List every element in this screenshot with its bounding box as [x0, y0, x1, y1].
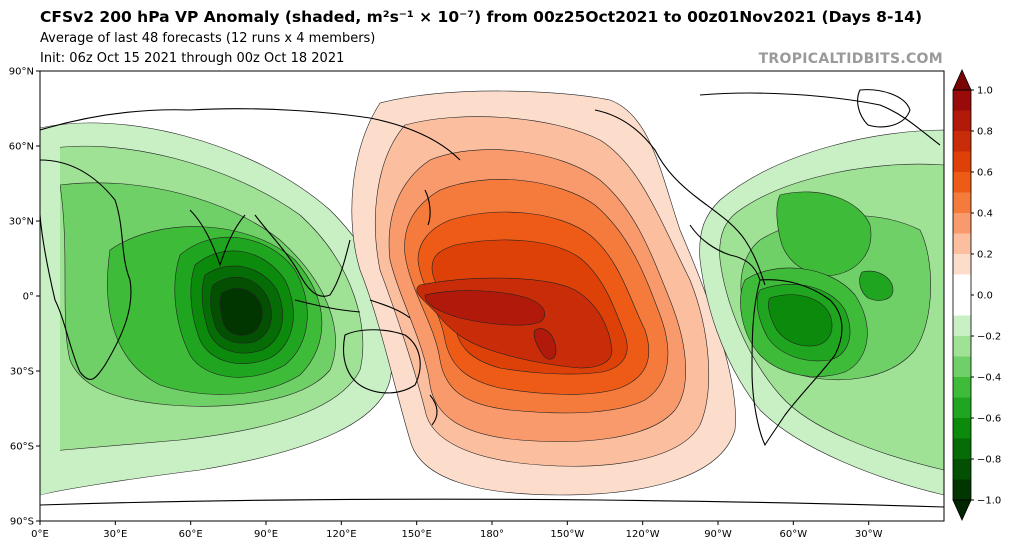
negative-anomaly-indian-ocean [40, 122, 394, 496]
colorbar-swatch [953, 377, 971, 398]
lat-tick-label: 30°N [9, 217, 34, 228]
colorbar-label: −0.4 [977, 373, 1001, 384]
colorbar-swatch [953, 274, 971, 296]
lon-tick-label: 150°W [550, 529, 584, 540]
lon-tick-label: 90°E [254, 529, 278, 540]
colorbar-swatch [953, 315, 971, 337]
colorbar-min-arrow [952, 499, 972, 521]
lon-tick-label: 60°E [179, 529, 203, 540]
lat-tick-label: 60°S [10, 442, 34, 453]
colorbar-swatch [953, 233, 971, 255]
positive-anomaly-central-pacific [351, 90, 736, 496]
colorbar: 1.0 0.8 0.6 0.4 0.2 0.0 −0.2 −0.4 −0.6 −0.8 −1.0 [952, 69, 1001, 521]
lon-tick-label: 30°W [855, 529, 883, 540]
colorbar-swatch [953, 131, 971, 152]
brand-watermark: TROPICALTIDBITS.COM [758, 51, 943, 67]
lat-tick-label: 90°N [9, 67, 34, 78]
chart-subtitle: Average of last 48 forecasts (12 runs x … [40, 31, 376, 46]
colorbar-swatch [953, 479, 971, 501]
colorbar-label: 0.4 [977, 209, 993, 220]
map-field [40, 89, 944, 508]
lon-tick-label: 90°W [704, 529, 732, 540]
lon-tick-label: 60°W [780, 529, 808, 540]
colorbar-label: −0.8 [977, 455, 1001, 466]
lon-tick-label: 30°E [103, 529, 127, 540]
longitude-axis: 0°E 30°E 60°E 90°E 120°E 150°E 180° 150°W 120°W 9… [31, 521, 883, 540]
colorbar-label: −0.6 [977, 414, 1001, 425]
lat-tick-label: 0° [23, 292, 34, 303]
colorbar-swatch [953, 172, 971, 193]
colorbar-label: 0.0 [977, 291, 993, 302]
chart-title: CFSv2 200 hPa VP Anomaly (shaded, m²s⁻¹ … [40, 8, 923, 26]
colorbar-swatch [953, 459, 971, 480]
colorbar-swatch [953, 356, 971, 378]
colorbar-swatch [953, 213, 971, 234]
colorbar-swatch [953, 295, 971, 316]
lon-tick-label: 0°E [31, 529, 49, 540]
colorbar-label: −1.0 [977, 496, 1001, 507]
colorbar-swatch [953, 151, 971, 173]
colorbar-swatch [953, 418, 971, 439]
lat-tick-label: 60°N [9, 142, 34, 153]
init-text: Init: 06z Oct 15 2021 through 00z Oct 18… [40, 51, 345, 66]
colorbar-swatch [953, 438, 971, 460]
negative-anomaly-atlantic [699, 129, 944, 496]
colorbar-swatch [953, 110, 971, 132]
lat-tick-label: 30°S [10, 367, 34, 378]
lon-tick-label: 120°E [326, 529, 356, 540]
lon-tick-label: 150°E [401, 529, 431, 540]
lon-tick-label: 120°W [626, 529, 660, 540]
lon-tick-label: 180° [480, 529, 504, 540]
colorbar-swatch [953, 254, 971, 275]
latitude-axis: 90°N 60°N 30°N 0° 30°S 60°S 90°S [9, 67, 40, 528]
colorbar-swatch [953, 90, 971, 111]
coastlines [40, 89, 944, 508]
colorbar-max-arrow [952, 69, 972, 91]
colorbar-label: 0.6 [977, 168, 993, 179]
colorbar-label: 1.0 [977, 86, 993, 97]
colorbar-swatch [953, 192, 971, 214]
colorbar-label: 0.2 [977, 250, 993, 261]
colorbar-label: 0.8 [977, 127, 993, 138]
lat-tick-label: 90°S [10, 517, 34, 528]
colorbar-swatch [953, 397, 971, 419]
colorbar-label: −0.2 [977, 332, 1001, 343]
colorbar-swatch [953, 336, 971, 357]
